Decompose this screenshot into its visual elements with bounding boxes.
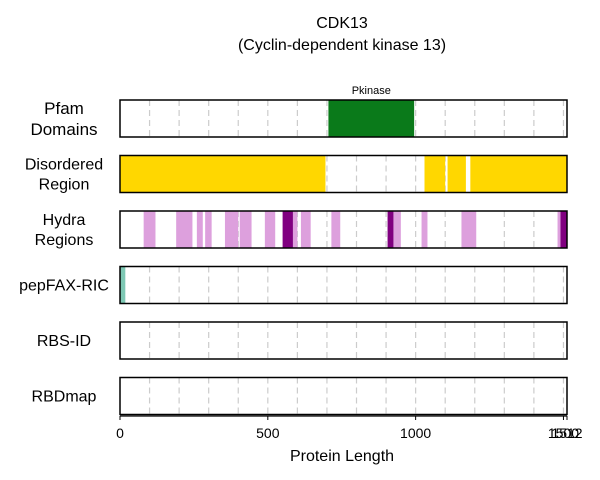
x-tick-label: 1512 xyxy=(551,425,582,441)
tracks-group: Pkinase Pfam Domains Disordered Region Hydra R… xyxy=(19,85,568,416)
x-tick-label: 500 xyxy=(256,425,280,441)
segment-bar xyxy=(224,211,239,248)
track-background xyxy=(120,377,567,415)
segment-bar xyxy=(239,211,252,248)
track-background xyxy=(120,266,567,304)
segment-bar xyxy=(120,266,126,304)
x-axis-label: Protein Length xyxy=(290,448,394,465)
track-4: RBS-ID xyxy=(37,321,568,360)
segment-bar xyxy=(424,155,446,193)
track-border xyxy=(119,265,568,305)
track-border xyxy=(119,321,568,360)
segment-bar xyxy=(557,211,561,248)
segment-bar xyxy=(176,211,193,248)
segment-bar xyxy=(196,211,203,248)
track-5: RBDmap xyxy=(32,376,568,416)
track-0: Pkinase Pfam Domains xyxy=(30,85,568,139)
segment-bar xyxy=(300,211,311,248)
segment-bar xyxy=(143,211,156,248)
segment-bar xyxy=(120,155,326,193)
segment-bar xyxy=(205,211,212,248)
segment-bar xyxy=(470,155,567,193)
track-border xyxy=(119,99,568,138)
track-border xyxy=(119,154,568,194)
track-border xyxy=(119,376,568,416)
segment-label: Pkinase xyxy=(352,85,391,97)
track-label: Disordered xyxy=(25,157,103,174)
segment-bar xyxy=(282,211,293,248)
track-border xyxy=(119,210,568,249)
track-label: Domains xyxy=(30,120,97,139)
segment-bar xyxy=(447,155,466,193)
segment-bar xyxy=(264,211,276,248)
track-3: pepFAX-RIC xyxy=(19,265,568,305)
segment-bar xyxy=(331,211,341,248)
track-2: Hydra Regions xyxy=(35,210,568,249)
track-background xyxy=(120,211,567,248)
track-label: Region xyxy=(39,177,90,194)
segment-bar xyxy=(461,211,477,248)
track-label: Pfam xyxy=(44,99,84,118)
x-tick-label: 1500 xyxy=(548,425,579,441)
segment-bar xyxy=(387,211,394,248)
segment-bar xyxy=(292,211,298,248)
track-1: Disordered Region xyxy=(25,154,568,194)
x-tick-label: 1000 xyxy=(400,425,431,441)
segment-bar xyxy=(393,211,401,248)
track-label: Regions xyxy=(35,232,94,249)
track-label: Hydra xyxy=(43,212,86,229)
chart-subtitle: (Cyclin-dependent kinase 13) xyxy=(238,37,446,54)
track-label: pepFAX-RIC xyxy=(19,278,109,295)
track-label: RBS-ID xyxy=(37,333,91,350)
x-tick-label: 0 xyxy=(116,425,124,441)
segment-bar xyxy=(328,100,415,137)
segment-bar xyxy=(560,211,567,248)
track-background xyxy=(120,322,567,359)
segment-bar xyxy=(421,211,428,248)
chart-title: CDK13 xyxy=(316,15,368,32)
track-label: RBDmap xyxy=(32,389,97,406)
